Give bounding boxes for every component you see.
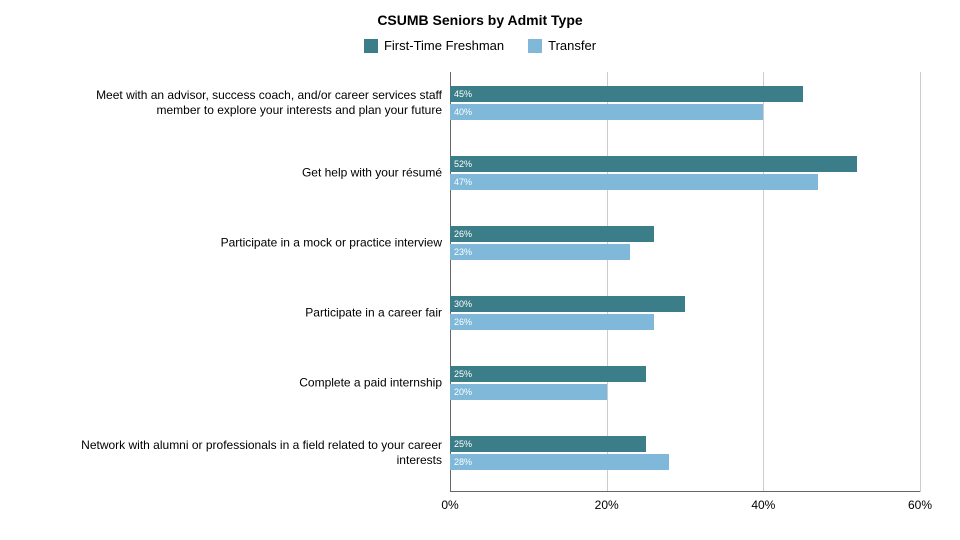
bar: 25% bbox=[450, 436, 646, 452]
chart-title: CSUMB Seniors by Admit Type bbox=[0, 12, 960, 28]
bar: 28% bbox=[450, 454, 669, 470]
bar-value-label: 23% bbox=[454, 247, 472, 257]
legend-label-transfer: Transfer bbox=[548, 38, 596, 53]
bar-value-label: 47% bbox=[454, 177, 472, 187]
bar: 30% bbox=[450, 296, 685, 312]
category-label: Network with alumni or professionals in … bbox=[52, 438, 450, 468]
bar-value-label: 40% bbox=[454, 107, 472, 117]
bar: 52% bbox=[450, 156, 857, 172]
category-label: Complete a paid internship bbox=[52, 376, 450, 391]
bar: 26% bbox=[450, 314, 654, 330]
plot-area: 0%20%40%60%Meet with an advisor, success… bbox=[450, 72, 920, 492]
category-label: Get help with your résumé bbox=[52, 166, 450, 181]
bar-value-label: 52% bbox=[454, 159, 472, 169]
bar: 26% bbox=[450, 226, 654, 242]
legend-item-freshman: First-Time Freshman bbox=[364, 38, 504, 53]
bar-value-label: 26% bbox=[454, 317, 472, 327]
bar: 25% bbox=[450, 366, 646, 382]
y-axis bbox=[450, 72, 451, 492]
gridline bbox=[607, 72, 608, 492]
gridline bbox=[763, 72, 764, 492]
bar-value-label: 28% bbox=[454, 457, 472, 467]
legend-item-transfer: Transfer bbox=[528, 38, 596, 53]
legend-swatch-transfer bbox=[528, 39, 542, 53]
x-tick-label: 20% bbox=[595, 498, 619, 512]
bar-value-label: 25% bbox=[454, 439, 472, 449]
bar: 23% bbox=[450, 244, 630, 260]
category-label: Participate in a mock or practice interv… bbox=[52, 236, 450, 251]
legend: First-Time Freshman Transfer bbox=[0, 38, 960, 53]
bar-value-label: 20% bbox=[454, 387, 472, 397]
bar-value-label: 26% bbox=[454, 229, 472, 239]
bar-value-label: 25% bbox=[454, 369, 472, 379]
x-tick-label: 60% bbox=[908, 498, 932, 512]
x-tick-label: 40% bbox=[751, 498, 775, 512]
category-label: Meet with an advisor, success coach, and… bbox=[52, 88, 450, 118]
bar-value-label: 45% bbox=[454, 89, 472, 99]
bar-value-label: 30% bbox=[454, 299, 472, 309]
x-tick-label: 0% bbox=[441, 498, 458, 512]
bar: 47% bbox=[450, 174, 818, 190]
bar: 45% bbox=[450, 86, 803, 102]
chart-container: CSUMB Seniors by Admit Type First-Time F… bbox=[0, 0, 960, 540]
bar: 40% bbox=[450, 104, 763, 120]
category-label: Participate in a career fair bbox=[52, 306, 450, 321]
legend-label-freshman: First-Time Freshman bbox=[384, 38, 504, 53]
gridline bbox=[920, 72, 921, 492]
bar: 20% bbox=[450, 384, 607, 400]
legend-swatch-freshman bbox=[364, 39, 378, 53]
x-axis bbox=[450, 491, 920, 492]
